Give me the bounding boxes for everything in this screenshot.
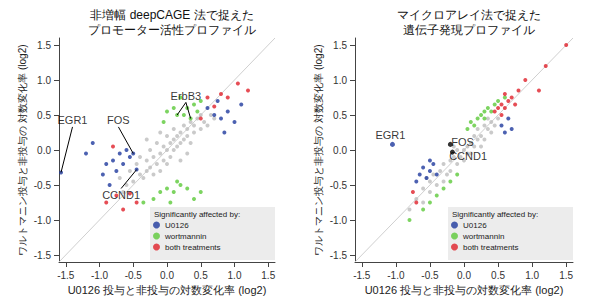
svg-text:0.0: 0.0 — [160, 270, 174, 281]
svg-text:-1.0: -1.0 — [330, 215, 348, 226]
svg-text:1.5: 1.5 — [333, 40, 347, 51]
svg-text:EGR1: EGR1 — [375, 129, 405, 141]
svg-text:U0126 投与と非投与の対数変化率 (log2): U0126 投与と非投与の対数変化率 (log2) — [365, 284, 564, 296]
svg-text:both treatments: both treatments — [165, 243, 221, 252]
svg-text:0.0: 0.0 — [333, 145, 347, 156]
svg-text:-1.0: -1.0 — [387, 270, 405, 281]
svg-text:0.5: 0.5 — [491, 270, 505, 281]
svg-text:1.5: 1.5 — [261, 270, 275, 281]
svg-text:-1.5: -1.5 — [34, 250, 52, 261]
svg-text:0.5: 0.5 — [37, 110, 51, 121]
svg-text:0.5: 0.5 — [333, 110, 347, 121]
svg-text:-1.0: -1.0 — [34, 215, 52, 226]
svg-text:-0.5: -0.5 — [34, 180, 52, 191]
svg-text:FOS: FOS — [107, 114, 130, 126]
svg-text:-1.5: -1.5 — [330, 250, 348, 261]
svg-text:both treatments: both treatments — [463, 243, 519, 252]
svg-text:-0.5: -0.5 — [421, 270, 439, 281]
svg-text:1.5: 1.5 — [559, 270, 573, 281]
svg-text:Significantly affected by:: Significantly affected by: — [154, 210, 240, 219]
svg-text:0.5: 0.5 — [194, 270, 208, 281]
svg-text:非増幅 deepCAGE 法で捉えた: 非増幅 deepCAGE 法で捉えた — [90, 8, 253, 22]
svg-text:-1.5: -1.5 — [353, 270, 371, 281]
svg-text:ErbB3: ErbB3 — [171, 90, 202, 102]
svg-text:プロモーター活性プロファイル: プロモーター活性プロファイル — [88, 23, 256, 37]
svg-text:EGR1: EGR1 — [58, 114, 88, 126]
svg-text:U0126: U0126 — [463, 221, 487, 230]
svg-text:-0.5: -0.5 — [125, 270, 143, 281]
svg-text:1.0: 1.0 — [37, 75, 51, 86]
svg-text:wortmannin: wortmannin — [164, 232, 206, 241]
svg-text:U0126: U0126 — [165, 221, 189, 230]
svg-text:0.0: 0.0 — [37, 145, 51, 156]
svg-text:1.0: 1.0 — [525, 270, 539, 281]
svg-text:ワルトマニン投与と非投与の 対数変化率 (log2): ワルトマニン投与と非投与の 対数変化率 (log2) — [313, 44, 324, 255]
svg-text:wortmannin: wortmannin — [462, 232, 504, 241]
svg-text:1.5: 1.5 — [37, 40, 51, 51]
svg-text:マイクロアレイ法で捉えた: マイクロアレイ法で捉えた — [397, 8, 541, 22]
svg-text:1.0: 1.0 — [333, 75, 347, 86]
svg-text:U0126 投与と非投与の対数変化率 (log2): U0126 投与と非投与の対数変化率 (log2) — [68, 284, 267, 296]
svg-text:-1.0: -1.0 — [91, 270, 109, 281]
svg-text:Significantly affected by:: Significantly affected by: — [452, 210, 538, 219]
svg-text:CCND1: CCND1 — [449, 150, 487, 162]
svg-text:CCND1: CCND1 — [102, 189, 140, 201]
svg-text:-0.5: -0.5 — [330, 180, 348, 191]
svg-text:ワルトマニン投与と非投与の 対数変化率 (log2): ワルトマニン投与と非投与の 対数変化率 (log2) — [17, 44, 28, 255]
svg-text:FOS: FOS — [451, 136, 474, 148]
svg-text:0.0: 0.0 — [457, 270, 471, 281]
svg-text:遺伝子発現プロファイル: 遺伝子発現プロファイル — [403, 23, 535, 37]
svg-text:1.0: 1.0 — [228, 270, 242, 281]
svg-text:-1.5: -1.5 — [57, 270, 75, 281]
